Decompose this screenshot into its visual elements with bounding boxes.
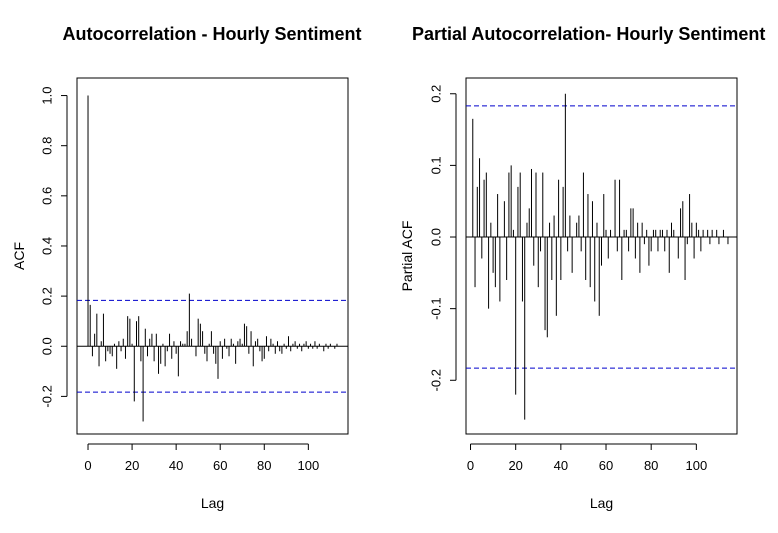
acf-x-tick-label: 0 (84, 458, 91, 473)
pacf-title: Partial Autocorrelation- Hourly Sentimen… (412, 24, 765, 44)
pacf-plot-frame (465, 77, 738, 435)
pacf-x-tick-label: 40 (554, 458, 568, 473)
pacf-panel: Partial Autocorrelation- Hourly Sentimen… (399, 24, 765, 511)
acf-panel: Autocorrelation - Hourly Sentiment 0 20 40 6… (11, 24, 362, 511)
pacf-y-axis-label: Partial ACF (399, 221, 415, 292)
acf-title: Autocorrelation - Hourly Sentiment (62, 24, 361, 44)
acf-y-tick-label: 0.6 (40, 187, 55, 205)
pacf-x-tick-label: 60 (599, 458, 613, 473)
pacf-y-tick-label: -0.2 (429, 369, 444, 391)
acf-plot-frame (76, 77, 349, 435)
pacf-x-tick-label: 100 (685, 458, 707, 473)
pacf-y-tick-label: -0.1 (429, 297, 444, 319)
pacf-x-tick-label: 20 (508, 458, 522, 473)
pacf-x-tick-label: 80 (644, 458, 658, 473)
acf-y-tick-label: -0.2 (40, 385, 55, 407)
acf-y-tick-label: 0.2 (40, 287, 55, 305)
acf-y-tick-label: 0.0 (40, 337, 55, 355)
acf-x-tick-label: 100 (297, 458, 319, 473)
acf-x-tick-label: 40 (169, 458, 183, 473)
pacf-x-axis-label: Lag (590, 495, 613, 511)
acf-y-tick-label: 0.8 (40, 137, 55, 155)
acf-x-tick-label: 80 (257, 458, 271, 473)
acf-x-tick-label: 20 (125, 458, 139, 473)
pacf-y-tick-label: 0.1 (429, 156, 444, 174)
pacf-y-tick-label: 0.0 (429, 228, 444, 246)
acf-y-axis-label: ACF (11, 242, 27, 270)
acf-y-tick-label: 1.0 (40, 87, 55, 105)
acf-x-tick-label: 60 (213, 458, 227, 473)
acf-y-tick-label: 0.4 (40, 237, 55, 255)
acf-x-axis-label: Lag (201, 495, 224, 511)
pacf-y-tick-label: 0.2 (429, 85, 444, 103)
pacf-x-tick-label: 0 (467, 458, 474, 473)
